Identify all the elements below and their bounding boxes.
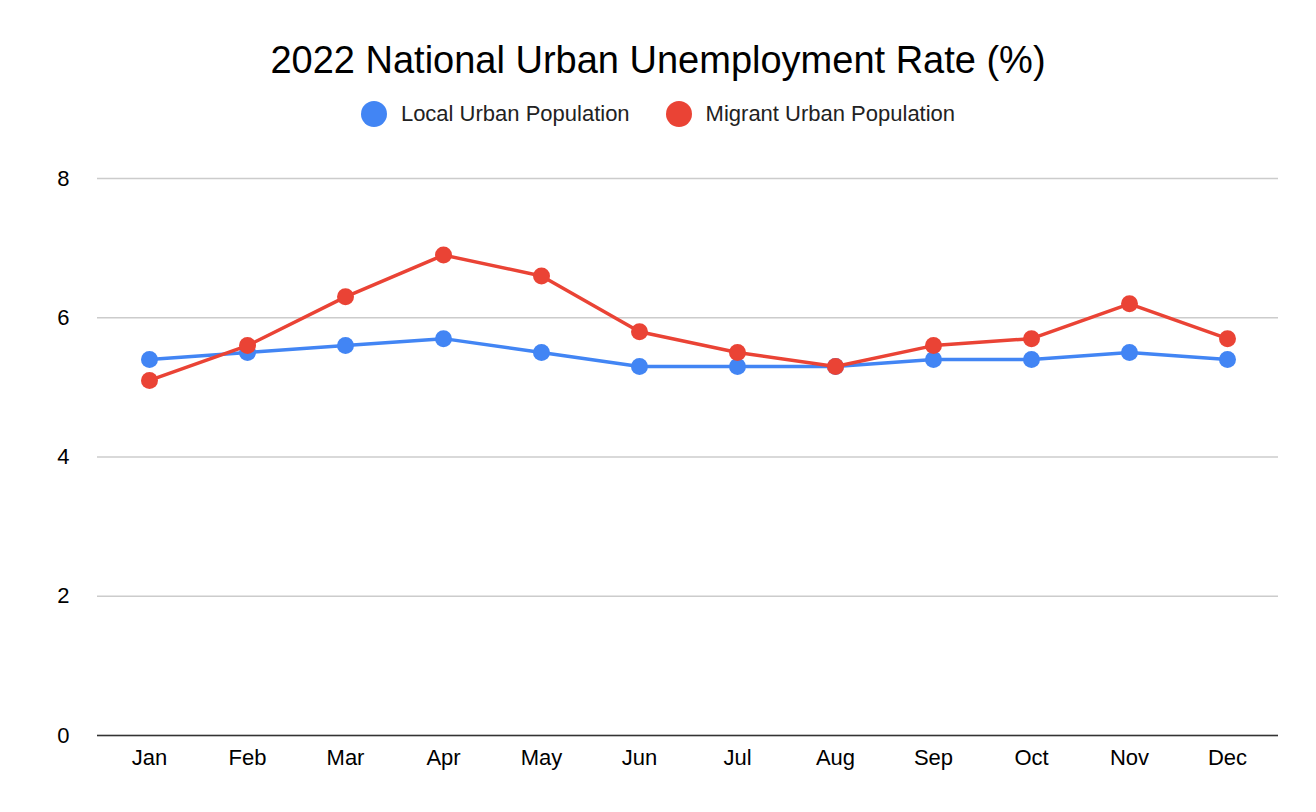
svg-text:Feb: Feb bbox=[229, 745, 267, 770]
svg-text:2: 2 bbox=[57, 583, 69, 608]
svg-text:Jan: Jan bbox=[132, 745, 167, 770]
html-text:Migrant Urban Population: Migrant Urban Population bbox=[705, 101, 956, 126]
svg-text:0: 0 bbox=[57, 723, 69, 748]
svg-text:Oct: Oct bbox=[1014, 745, 1048, 770]
svg-text:4: 4 bbox=[57, 444, 69, 469]
svg-text:Jun: Jun bbox=[622, 745, 657, 770]
svg-text:Jul: Jul bbox=[723, 745, 751, 770]
svg-text:Dec: Dec bbox=[1208, 745, 1247, 770]
svg-text:Sep: Sep bbox=[914, 745, 953, 770]
svg-text:Mar: Mar bbox=[327, 745, 365, 770]
svg-text:Aug: Aug bbox=[816, 745, 855, 770]
svg-text:May: May bbox=[521, 745, 563, 770]
html-text:2022 National Urban Unemployme: 2022 National Urban Unemployment Rate (%… bbox=[270, 39, 1046, 81]
svg-text:Apr: Apr bbox=[426, 745, 460, 770]
svg-text:8: 8 bbox=[57, 166, 69, 191]
svg-text:Nov: Nov bbox=[1110, 745, 1149, 770]
html-text:Local Urban Population: Local Urban Population bbox=[400, 101, 630, 126]
svg-text:6: 6 bbox=[57, 305, 69, 330]
